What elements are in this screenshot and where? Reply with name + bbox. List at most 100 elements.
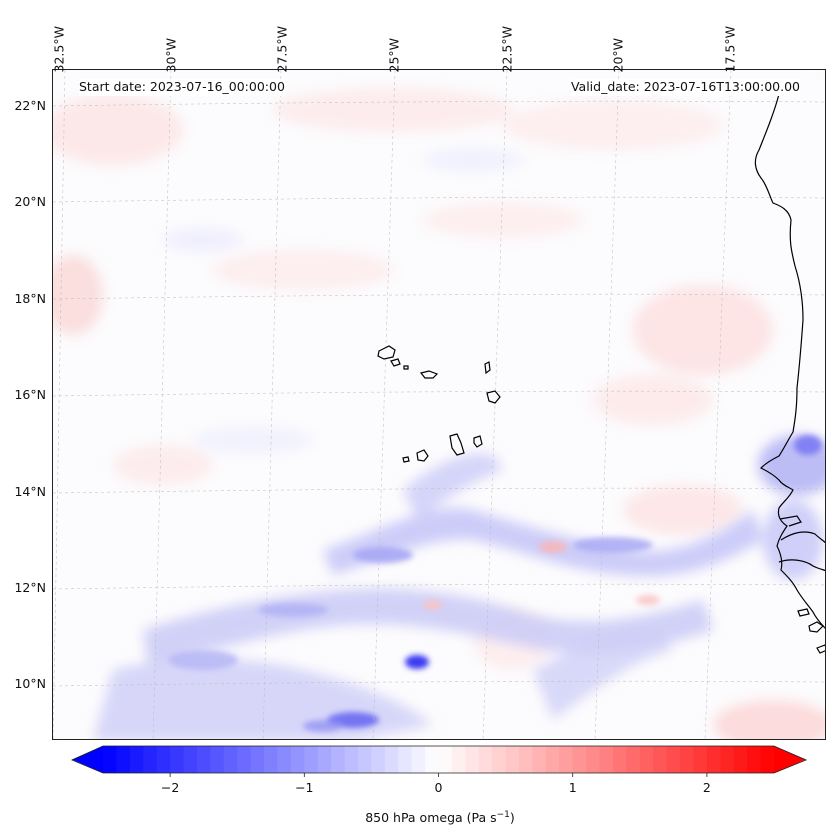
colorbar-tick-label: −1 (295, 780, 314, 795)
omega-field-map (53, 70, 825, 739)
colorbar-segment (210, 746, 225, 773)
descent-region-mid (423, 202, 583, 238)
colorbar-segment (653, 746, 668, 773)
colorbar-segment (505, 746, 520, 773)
island-maio (473, 435, 483, 448)
lat-label-14n: 14°N (14, 484, 46, 499)
island-santa-luzia (403, 365, 409, 370)
colorbar-segment (747, 746, 762, 773)
gridline-lon-17.5 (704, 70, 732, 739)
colorbar-segment (223, 746, 238, 773)
lat-label-12n: 12°N (14, 580, 46, 595)
colorbar-segment (304, 746, 319, 773)
colorbar-segment (572, 746, 587, 773)
colorbar-segment (760, 746, 775, 773)
colorbar-segment (170, 746, 185, 773)
descent-core (539, 541, 567, 553)
colorbar-segment (317, 746, 332, 773)
coast-island (816, 644, 825, 654)
colorbar-segment (626, 746, 641, 773)
colorbar-segment (706, 746, 721, 773)
colorbar-segment (264, 746, 278, 773)
gridline-lon-22.5 (482, 70, 508, 739)
island-brava (402, 456, 410, 463)
colorbar-segment (411, 746, 426, 773)
coast-inlet (779, 515, 802, 527)
colorbar-segment (425, 746, 439, 773)
coast-island (797, 608, 810, 617)
colorbar-segment (331, 746, 346, 773)
colorbar-segment (371, 746, 386, 773)
colorbar-segment (357, 746, 372, 773)
descent-region-south (623, 485, 743, 535)
colorbar-segment (545, 746, 560, 773)
descent-region-north (53, 95, 183, 165)
colorbar-segment (519, 746, 533, 773)
descent-region-north (273, 88, 513, 132)
colorbar-segment (680, 746, 694, 773)
ascent-core-band (573, 537, 653, 553)
colorbar-segment (290, 746, 305, 773)
colorbar-extend-max (774, 746, 806, 773)
lon-label-20w: 20°W (610, 37, 626, 73)
colorbar-segment (183, 746, 198, 773)
ascent-patch (163, 228, 243, 252)
lat-label-20n: 20°N (14, 194, 46, 209)
colorbar-segment (478, 746, 493, 773)
descent-region-east (633, 285, 773, 375)
ascent-core-south (303, 720, 343, 732)
ascent-coastal-region (763, 500, 823, 580)
descent-region-east (593, 375, 713, 425)
gridline-lon-25 (372, 70, 396, 739)
island-fogo (416, 449, 429, 462)
coast-inlet (780, 531, 825, 544)
colorbar-segment (156, 746, 171, 773)
strong-ascent-core (405, 655, 429, 669)
colorbar-segment (237, 746, 252, 773)
gridline-lon-27.5 (262, 70, 282, 739)
island-sal (484, 361, 491, 375)
gridline-lon-32.5 (53, 70, 66, 739)
colorbar-segment (344, 746, 359, 773)
colorbar-segment (492, 746, 507, 773)
descent-region-south-east (713, 700, 825, 739)
lon-label-27.5w: 27.5°W (274, 26, 290, 73)
start-date-label: Start date: 2023-07-16_00:00:00 (79, 79, 285, 96)
colorbar-segment (733, 746, 748, 773)
lon-label-32.5w: 32.5°W (51, 26, 67, 73)
colorbar-segment (465, 746, 480, 773)
colorbar-segment (666, 746, 681, 773)
lon-label-25w: 25°W (386, 37, 402, 73)
colorbar-segments (72, 746, 806, 773)
colorbar-segment (720, 746, 735, 773)
descent-region-north (503, 100, 723, 150)
colorbar-segment (196, 746, 211, 773)
island-sao-vicente (390, 358, 401, 367)
colorbar-label-suffix: ) (509, 810, 515, 826)
colorbar-segment (438, 746, 453, 773)
gridline-lon-20 (594, 70, 620, 739)
map-panel (52, 69, 826, 740)
ascent-patch (423, 148, 523, 172)
colorbar-segment (250, 746, 265, 773)
west-africa-coastline (754, 93, 825, 629)
colorbar-segment (103, 746, 117, 773)
descent-core (636, 595, 660, 605)
colorbar-outline (70, 745, 808, 774)
ascent-diagonal (403, 454, 503, 520)
descent-region-west (53, 255, 103, 335)
descent-region-south (113, 445, 213, 485)
coast-island (808, 621, 824, 633)
gridline-lon-30 (152, 70, 172, 739)
descent-core (423, 600, 443, 610)
ascent-cores (168, 435, 822, 732)
valid-date-label: Valid_date: 2023-07-16T13:00:00.00 (570, 79, 800, 96)
ascent-core-band (258, 603, 328, 617)
island-boa-vista (486, 390, 501, 404)
lat-label-16n: 16°N (14, 387, 46, 402)
colorbar-segment (129, 746, 144, 773)
colorbar-segment (612, 746, 627, 773)
island-santiago (449, 433, 465, 456)
lat-label-18n: 18°N (14, 291, 46, 306)
island-santo-antao (377, 345, 396, 360)
